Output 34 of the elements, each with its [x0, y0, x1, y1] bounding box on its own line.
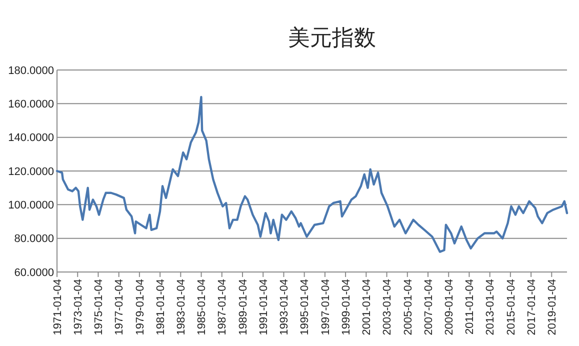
y-tick-label: 100.0000 [8, 200, 54, 212]
x-tick-label: 1979-01-04 [134, 279, 146, 336]
x-tick-label: 2007-01-04 [422, 279, 435, 336]
x-tick-label: 1989-01-04 [237, 279, 250, 336]
y-tick-label: 180.0000 [8, 64, 54, 77]
x-tick-label: 2011-01-04 [464, 279, 476, 334]
x-tick-label: 2015-01-04 [505, 279, 518, 336]
x-tick-label: 2017-01-04 [526, 279, 538, 336]
x-tick-label: 1973-01-04 [72, 279, 84, 336]
line-series [56, 96, 568, 253]
x-tick-label: 1983-01-04 [176, 279, 188, 336]
x-tick-label: 1975-01-04 [93, 279, 106, 336]
y-tick-label: 160.0000 [8, 98, 54, 111]
y-tick-label: 60.0000 [14, 266, 54, 279]
y-tick-label: 120.0000 [8, 166, 54, 178]
x-tick-label: 2013-01-04 [484, 279, 497, 336]
x-tick-label: 2003-01-04 [382, 279, 394, 336]
x-tick-label: 1971-01-04 [52, 279, 64, 336]
x-tick-label: 2009-01-04 [443, 279, 456, 336]
x-tick-label: 2019-01-04 [546, 279, 558, 336]
x-tick-label: 1991-01-04 [258, 279, 270, 336]
x-tick-label: 1981-01-04 [154, 279, 167, 336]
y-tick-label: 140.0000 [8, 132, 54, 144]
x-tick-label: 1995-01-04 [299, 279, 312, 336]
x-tick-label: 2001-01-04 [361, 279, 374, 336]
x-tick-label: 1987-01-04 [216, 279, 229, 336]
x-tick-label: 2005-01-04 [402, 279, 414, 336]
y-tick-label: 80.0000 [14, 233, 54, 246]
x-tick-label: 1993-01-04 [278, 279, 291, 336]
x-tick-label: 1999-01-04 [340, 279, 352, 336]
chart-title: 美元指数 [288, 26, 376, 51]
x-tick-label: 1977-01-04 [114, 279, 126, 336]
x-tick-label: 1985-01-04 [196, 279, 208, 336]
x-tick-label: 1997-01-04 [320, 279, 332, 336]
